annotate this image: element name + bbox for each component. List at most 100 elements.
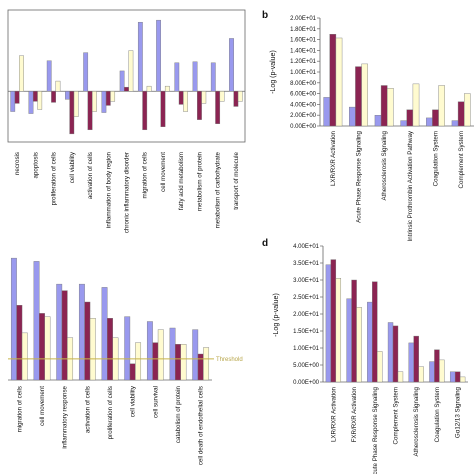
- y-tick-label: 2.00E+01: [293, 312, 320, 318]
- category-label: proliferation of cells: [107, 386, 114, 439]
- bar: [210, 62, 216, 92]
- bar: [219, 91, 225, 102]
- bar: [406, 109, 414, 127]
- bar: [233, 91, 239, 107]
- category-label: Acute Phase Response Signaling: [356, 130, 363, 222]
- bar: [105, 91, 111, 106]
- bar: [432, 109, 439, 127]
- bar: [157, 329, 164, 381]
- y-tick-label: 6.00E+00: [290, 92, 317, 98]
- category-label: cell movement: [160, 152, 167, 192]
- bar: [156, 19, 161, 92]
- bar: [323, 97, 330, 127]
- bar: [164, 85, 170, 92]
- y-tick-label: 5.00E+00: [293, 363, 320, 369]
- bar: [84, 301, 91, 381]
- bar: [37, 91, 43, 110]
- category-label: transport of molecule: [233, 151, 240, 209]
- bar: [160, 91, 166, 127]
- bar: [92, 91, 97, 112]
- category-label: cell viability: [69, 151, 76, 183]
- bar: [464, 93, 471, 127]
- category-label: Coagulation System: [433, 131, 440, 186]
- bar: [69, 91, 75, 135]
- bar: [374, 114, 382, 127]
- bar: [129, 363, 136, 381]
- bar: [418, 366, 424, 383]
- bar: [457, 101, 465, 127]
- bar: [392, 325, 399, 383]
- bar: [16, 305, 23, 381]
- y-tick-label: 1.20E+01: [290, 59, 317, 65]
- y-tick-label: 2.00E+01: [290, 16, 317, 22]
- bar: [203, 347, 210, 381]
- bar: [397, 371, 404, 383]
- bar: [101, 91, 107, 113]
- category-label: LXR/RXR Activation: [330, 386, 337, 442]
- bar: [14, 91, 20, 104]
- y-tick-label: 1.40E+01: [290, 48, 317, 54]
- threshold-label: Threshold: [216, 357, 243, 363]
- bar: [65, 91, 70, 100]
- category-label: cell survival: [152, 386, 159, 418]
- y-tick-label: 1.00E+01: [293, 346, 320, 352]
- category-label: fatty acid metabolism: [178, 152, 185, 210]
- bar: [192, 61, 198, 92]
- bar: [33, 261, 40, 381]
- y-tick-label: 2.00E+00: [290, 113, 317, 119]
- bar: [174, 62, 180, 92]
- bar: [237, 91, 243, 102]
- category-label: cell movement: [39, 386, 46, 426]
- bar: [83, 52, 89, 92]
- category-label: Complement System: [458, 131, 465, 188]
- category-label: Intrinsic Prothrombin Activation Pathway: [407, 130, 414, 241]
- bar: [44, 316, 51, 381]
- bar: [128, 50, 134, 92]
- bar: [169, 327, 176, 381]
- bar: [101, 287, 108, 381]
- bar: [61, 290, 68, 381]
- chart-panel-c: migration of cells cell movement inflammat…: [8, 257, 243, 465]
- bar: [346, 298, 352, 383]
- category-label: activation of cells: [87, 152, 94, 199]
- bar: [10, 91, 16, 112]
- chart-panel-d: 0.00E+00 5.00E+00 1.00E+01 1.50E+01 2.00E+01…: [262, 238, 468, 474]
- bar: [124, 86, 129, 92]
- chart-panel-b: 0.00E+00 2.00E+00 4.00E+00 6.00E+00 8.00E+00…: [262, 10, 474, 241]
- bar: [380, 85, 388, 127]
- panel-label: d: [262, 238, 268, 249]
- category-label: activation of cells: [84, 386, 91, 433]
- bar: [192, 329, 199, 381]
- bar: [146, 85, 152, 92]
- y-tick-label: 4.00E+01: [293, 244, 320, 250]
- y-tick-label: 3.00E+01: [293, 278, 320, 284]
- y-tick-label: 0.00E+00: [290, 124, 317, 130]
- bar: [361, 63, 368, 127]
- category-label: Coagulation System: [434, 387, 441, 442]
- bar: [119, 70, 125, 92]
- bar: [89, 318, 96, 381]
- bar: [377, 351, 383, 383]
- y-tick-label: 1.50E+01: [293, 329, 320, 335]
- category-label: metabolism of protein: [196, 151, 203, 211]
- bar: [197, 353, 204, 381]
- bar: [412, 83, 420, 127]
- y-tick-label: 8.00E+00: [290, 81, 317, 87]
- category-label: LXR/RXR Activation: [330, 130, 337, 186]
- bar: [55, 80, 61, 92]
- bar: [413, 335, 419, 383]
- bar: [335, 278, 342, 383]
- category-label: catabolism of protein: [175, 385, 182, 443]
- bar: [356, 307, 362, 383]
- bar: [201, 91, 207, 104]
- category-label: necrosis: [14, 152, 21, 175]
- bar: [135, 342, 142, 381]
- panel-label: b: [262, 10, 268, 21]
- bar: [426, 117, 433, 127]
- bar: [32, 91, 38, 102]
- bar: [454, 371, 461, 383]
- y-tick-label: 3.50E+01: [293, 261, 320, 267]
- bar: [439, 359, 445, 383]
- bar: [330, 259, 337, 383]
